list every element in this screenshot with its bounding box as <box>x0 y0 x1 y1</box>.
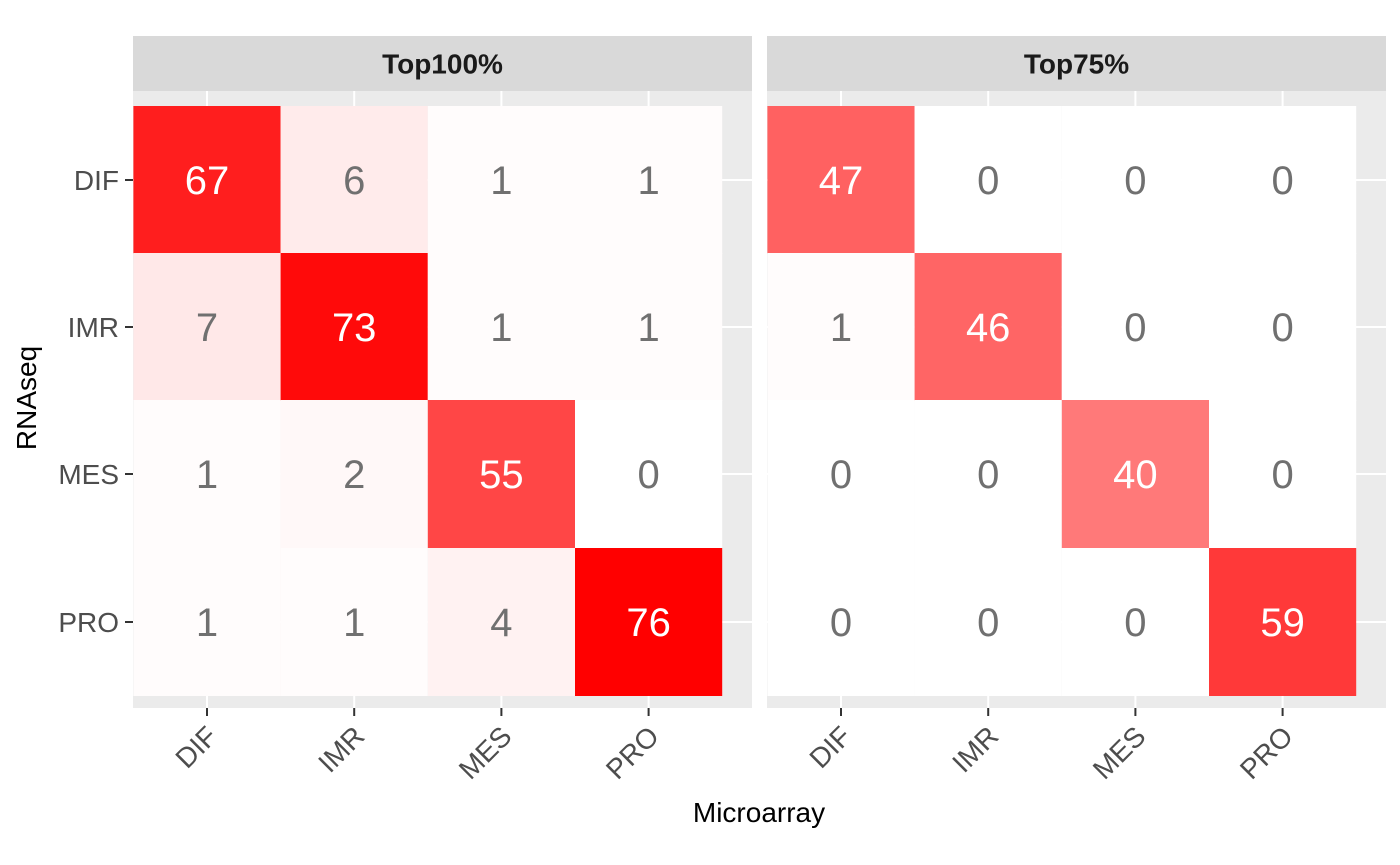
heatmap-cell <box>575 253 723 401</box>
x-tick-label: PRO <box>1234 720 1299 785</box>
heatmap-cell <box>280 400 428 548</box>
y-axis: DIF IMR MES PRO <box>58 165 133 638</box>
cell-value-label: 0 <box>977 601 999 645</box>
heatmap-cell <box>575 106 723 254</box>
heatmap-cell <box>1061 106 1209 254</box>
cell-value-label: 0 <box>977 453 999 497</box>
heatmap-cell <box>1209 253 1357 401</box>
cell-value-label: 76 <box>626 601 671 645</box>
cell-value-label: 1 <box>830 306 852 350</box>
cell-value-label: 1 <box>637 159 659 203</box>
cell-value-label: 0 <box>1271 306 1293 350</box>
cell-value-label: 40 <box>1113 453 1158 497</box>
heatmap-cell <box>427 400 575 548</box>
cell-value-label: 67 <box>185 159 230 203</box>
cell-value-label: 0 <box>1271 453 1293 497</box>
cell-value-label: 0 <box>977 159 999 203</box>
heatmap-cell <box>575 400 723 548</box>
facet-title: Top75% <box>1024 49 1129 80</box>
y-tick-label: IMR <box>68 312 119 343</box>
cell-value-label: 46 <box>966 306 1011 350</box>
cell-value-label: 0 <box>830 453 852 497</box>
heatmap-cell <box>914 253 1062 401</box>
heatmap-cell <box>767 106 915 254</box>
heatmap-cell <box>767 253 915 401</box>
heatmap-cell <box>1209 400 1357 548</box>
heatmap-cell <box>1061 253 1209 401</box>
cell-value-label: 7 <box>196 306 218 350</box>
cell-value-label: 1 <box>637 306 659 350</box>
cell-value-label: 0 <box>1124 159 1146 203</box>
heatmap-cell <box>767 548 915 696</box>
cell-value-label: 0 <box>1271 159 1293 203</box>
cell-value-label: 1 <box>196 453 218 497</box>
cell-value-label: 0 <box>1124 306 1146 350</box>
y-tick-label: DIF <box>74 165 119 196</box>
heatmap-cell <box>1209 548 1357 696</box>
heatmap-cell <box>427 106 575 254</box>
cell-value-label: 47 <box>819 159 864 203</box>
y-axis-title: RNAseq <box>11 346 42 450</box>
heatmap-cell <box>914 106 1062 254</box>
heatmap-cell <box>133 253 281 401</box>
cell-value-label: 1 <box>490 306 512 350</box>
facet-strip <box>133 36 752 91</box>
cell-value-label: 0 <box>637 453 659 497</box>
x-tick-label: DIF <box>803 720 857 774</box>
heatmap-cell <box>280 548 428 696</box>
heatmap-cell <box>575 548 723 696</box>
facet-title: Top100% <box>382 49 503 80</box>
cell-value-label: 59 <box>1260 601 1305 645</box>
heatmap-cell <box>1209 106 1357 254</box>
heatmap-cell <box>914 548 1062 696</box>
heatmap-cell <box>914 400 1062 548</box>
panel-top100: Top100% 67 6 1 1 7 73 1 1 1 2 55 0 1 1 4 76 DIF IMR MES PRO <box>133 36 752 785</box>
heatmap-cell <box>133 400 281 548</box>
cell-value-label: 73 <box>332 306 377 350</box>
cell-value-label: 1 <box>343 601 365 645</box>
x-tick-label: IMR <box>312 720 370 778</box>
x-tick-label: MES <box>453 720 518 785</box>
cell-value-label: 2 <box>343 453 365 497</box>
y-tick-label: PRO <box>58 607 119 638</box>
heatmap-cell <box>1061 548 1209 696</box>
cell-value-label: 55 <box>479 453 524 497</box>
cell-value-label: 4 <box>490 601 512 645</box>
cell-value-label: 1 <box>196 601 218 645</box>
y-tick-label: MES <box>58 459 119 490</box>
panel-top75: Top75% 47 0 0 0 1 46 0 0 0 0 40 0 0 0 0 59 DIF IMR MES PRO <box>767 36 1386 785</box>
heatmap-cell <box>280 106 428 254</box>
heatmap-cell <box>427 548 575 696</box>
heatmap-cell <box>280 253 428 401</box>
heatmap-cell <box>133 106 281 254</box>
heatmap-cell <box>427 253 575 401</box>
cell-value-label: 0 <box>830 601 852 645</box>
x-tick-label: MES <box>1087 720 1152 785</box>
cell-value-label: 0 <box>1124 601 1146 645</box>
heatmap-cell <box>767 400 915 548</box>
heatmap-cell <box>1061 400 1209 548</box>
x-tick-label: PRO <box>600 720 665 785</box>
x-tick-label: IMR <box>946 720 1004 778</box>
cell-value-label: 1 <box>490 159 512 203</box>
x-axis-title: Microarray <box>693 797 825 828</box>
heatmap-cell <box>133 548 281 696</box>
x-tick-label: DIF <box>169 720 223 774</box>
facet-strip <box>767 36 1386 91</box>
cell-value-label: 6 <box>343 159 365 203</box>
